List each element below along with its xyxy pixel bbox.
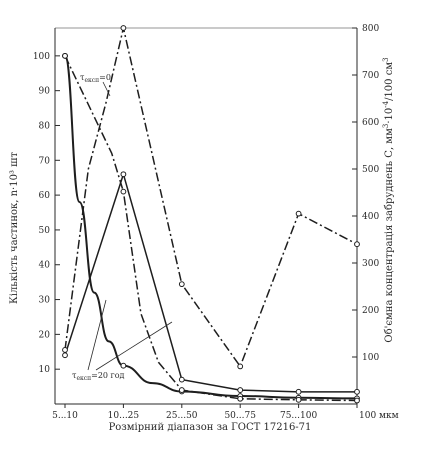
annotation-t20-leader-2	[95, 321, 173, 371]
series-3-point	[62, 52, 68, 59]
y-left-tick-label: 10	[39, 365, 51, 375]
series-3-point	[295, 396, 302, 403]
y-left-tick-label: 20	[39, 330, 51, 340]
y-axis-right-title: Об'ємна концентрація забруднень С, мм3·1…	[382, 57, 395, 342]
y-axis-left-title: Кількість частинок, n·10³ шт	[9, 152, 20, 304]
annotation-t20-leader-1	[87, 299, 107, 371]
y-left-tick-label: 90	[39, 87, 51, 97]
annotation-t0: τексп=0	[80, 73, 111, 84]
y-right-tick-label: 500	[362, 165, 379, 175]
y-left-tick-label: 60	[39, 191, 51, 201]
y-right-title-text: Об'ємна концентрація забруднень С, мм	[384, 128, 395, 343]
y-right-tick-label: 600	[362, 118, 379, 128]
series-3-point	[120, 188, 127, 195]
series-4-point	[237, 363, 244, 370]
grid-layer	[54, 27, 358, 405]
series-4-point	[354, 241, 360, 248]
series-4-point	[178, 281, 185, 288]
x-tick-label: 10...25	[108, 411, 140, 421]
y-left-tick-label: 50	[39, 226, 51, 236]
y-right-tick-label: 800	[362, 24, 379, 34]
series-line-4	[64, 27, 358, 368]
series-2-point	[120, 171, 127, 178]
series-2-point	[62, 352, 68, 359]
series-4-point	[62, 347, 68, 353]
tick-layer: 10 20 30 40 50 60 70 80 90 100 100 200 300 400 500 600 7…	[33, 24, 399, 421]
y-left-tick-label: 70	[39, 156, 51, 166]
y-left-tick-label: 80	[39, 121, 51, 131]
series-2-point	[354, 388, 360, 395]
y-right-title-exp: -4	[382, 100, 390, 107]
y-right-title-mult: ·10	[384, 108, 395, 124]
series-layer	[64, 27, 358, 402]
series-1-point	[120, 362, 127, 369]
y-right-tick-label: 700	[362, 71, 379, 81]
y-left-tick-label: 40	[39, 261, 51, 271]
y-right-tick-label: 200	[362, 306, 379, 316]
x-tick-label: 25...50	[166, 411, 198, 421]
y-right-title-per: /100 см	[384, 62, 395, 101]
series-3-point	[237, 395, 244, 402]
series-4-point	[120, 25, 127, 31]
series-3-point	[354, 397, 360, 404]
x-tick-label: 100 мкм	[359, 411, 399, 421]
y-right-title-cm3: 3	[382, 57, 390, 61]
series-2-point	[295, 388, 302, 395]
series-2-point	[237, 387, 244, 393]
series-2-point	[178, 376, 185, 383]
annotation-t0-leader	[102, 81, 111, 97]
marker-layer	[62, 25, 360, 404]
series-3-point	[178, 387, 185, 393]
series-line-2	[64, 171, 357, 393]
y-left-tick-label: 30	[39, 296, 51, 306]
y-right-tick-label: 300	[362, 259, 379, 269]
y-right-tick-label: 100	[362, 353, 379, 363]
series-line-3	[64, 55, 358, 402]
y-right-tick-label: 400	[362, 212, 379, 222]
annotation-t20: τексп=20 год	[72, 371, 125, 382]
x-tick-label: 50...75	[224, 411, 256, 421]
series-line-1	[64, 54, 358, 400]
y-right-title-sup: 3	[382, 124, 390, 128]
x-axis-title: Розмірний діапазон за ГОСТ 17216-71	[109, 422, 312, 433]
x-tick-label: 75...100	[280, 411, 317, 421]
series-4-point	[295, 210, 302, 217]
y-left-tick-label: 100	[33, 52, 50, 62]
x-tick-label: 5...10	[52, 411, 78, 421]
